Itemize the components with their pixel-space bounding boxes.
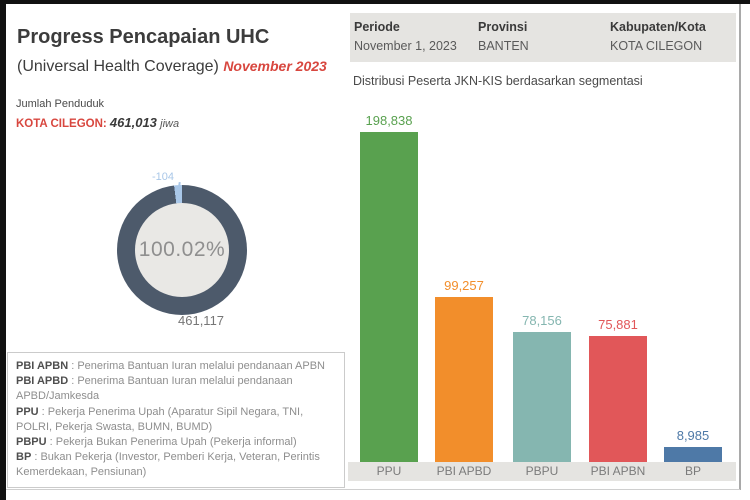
bar-chart-title: Distribusi Peserta JKN-KIS berdasarkan s… (353, 74, 643, 88)
frame-top-border (0, 0, 750, 4)
population-city: KOTA CILEGON: (16, 118, 107, 130)
title-block: Progress Pencapaian UHC (Universal Healt… (17, 24, 327, 79)
x-axis-label-pbi-apbn: PBI APBN (590, 464, 646, 478)
header-field-value: KOTA CILEGON (610, 39, 703, 53)
population-block: Jumlah Penduduk KOTA CILEGON: 461,013 ji… (16, 97, 179, 130)
population-unit: jiwa (160, 118, 180, 130)
x-axis-label-bp: BP (684, 464, 701, 478)
header-field-label: Provinsi (478, 20, 528, 34)
bar-pbi-apbn[interactable] (589, 336, 647, 462)
x-axis-label-ppu: PPU (376, 464, 402, 478)
x-axis-label-pbi-apbd: PBI APBD (436, 464, 492, 478)
bar-ppu[interactable] (360, 132, 418, 462)
bar-value-label: 99,257 (444, 278, 484, 293)
uhc-donut-chart[interactable]: 100.02% (117, 185, 247, 315)
header-field-label: Periode (354, 20, 400, 34)
legend-term: PPU (16, 405, 39, 418)
donut-ring[interactable]: 100.02% (117, 185, 247, 315)
header-field-provinsi: Provinsi BANTEN (478, 19, 529, 54)
legend-term: PBI APBN (16, 360, 69, 372)
donut-hole: 100.02% (135, 203, 229, 297)
bar-value-label: 75,881 (598, 317, 638, 332)
header-field-value: November 1, 2023 (354, 39, 457, 53)
x-axis-label-pbpu: PBPU (525, 464, 559, 478)
x-axis-strip (348, 462, 736, 481)
population-label: Jumlah Penduduk (16, 98, 105, 110)
legend-box: PBI APBN : Penerima Bantuan Iuran melalu… (7, 352, 345, 488)
legend-item-ppu: PPU : Pekerja Penerima Upah (Aparatur Si… (16, 405, 304, 433)
bar-pbi-apbd[interactable] (435, 297, 493, 462)
subtitle-text: (Universal Health Coverage) (17, 58, 219, 75)
header-band: Periode November 1, 2023 Provinsi BANTEN Kab… (350, 13, 736, 62)
frame-bottom-border (6, 489, 740, 490)
bar-value-label: 8,985 (676, 428, 710, 443)
population-line: KOTA CILEGON: 461,013 jiwa (16, 115, 179, 130)
frame-right-border (739, 4, 741, 490)
header-field-value: BANTEN (478, 39, 529, 53)
donut-overflow-label: -104 (152, 171, 175, 183)
page-title: Progress Pencapaian UHC (17, 26, 270, 48)
header-field-kabupaten-kota: Kabupaten/Kota KOTA CILEGON (610, 19, 706, 54)
period-label: November 2023 (223, 58, 327, 74)
bar-value-label: 78,156 (522, 313, 562, 328)
page-subtitle: (Universal Health Coverage) November 202… (17, 54, 327, 79)
segment-bar-chart: 198,838 PPU 99,257 PBI APBD 78,156 PBPU 75,881… (348, 110, 736, 481)
header-field-periode: Periode November 1, 2023 (354, 19, 457, 54)
population-value: 461,013 (109, 115, 157, 130)
legend-item-pbpu: PBPU : Pekerja Bukan Penerima Upah (Peke… (16, 436, 297, 449)
uhc-percentage: 100.02% (138, 238, 226, 261)
legend-term: PBPU (16, 436, 47, 449)
bar-pbpu[interactable] (513, 332, 571, 462)
legend-item-pbi-apbn: PBI APBN : Penerima Bantuan Iuran melalu… (16, 360, 325, 372)
bar-value-label: 198,838 (365, 113, 413, 128)
header-field-label: Kabupaten/Kota (610, 20, 706, 34)
legend-term: PBI APBD (16, 375, 69, 388)
bar-bp[interactable] (664, 447, 722, 462)
legend-item-pbi-apbd: PBI APBD : Penerima Bantuan Iuran melalu… (16, 375, 293, 403)
legend-item-bp: BP : Bukan Pekerja (Investor, Pemberi Ke… (16, 451, 320, 479)
legend-term: BP (16, 451, 32, 464)
donut-total-label: 461,117 (178, 313, 225, 328)
frame-left-border (0, 0, 6, 500)
